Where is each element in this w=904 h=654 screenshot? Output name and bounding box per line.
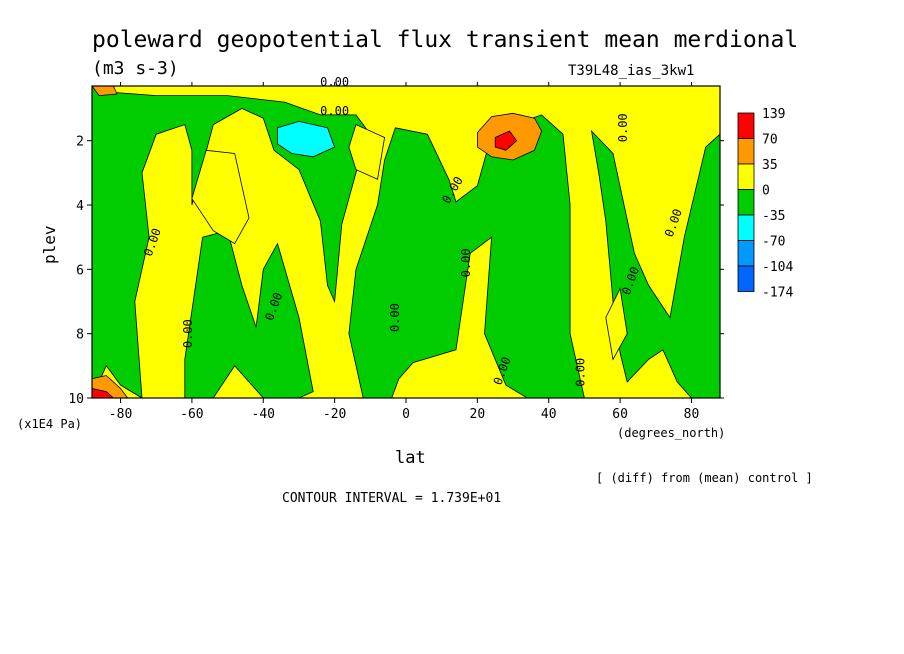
colorbar-swatch xyxy=(737,138,755,165)
colorbar-swatch xyxy=(737,214,755,241)
y-axis-units: (x1E4 Pa) xyxy=(17,417,82,431)
positive-island-island-c xyxy=(605,287,628,361)
comparison-note: [ (diff) from (mean) control ] xyxy=(596,471,813,485)
negative-region-south-edge xyxy=(91,85,371,399)
colorbar-swatch xyxy=(737,240,755,267)
colorbar-label: -35 xyxy=(762,209,785,224)
chart-units: (m3 s-3) xyxy=(92,58,179,79)
x-axis-label: lat xyxy=(395,448,426,468)
x-tick-label: 80 xyxy=(684,407,700,422)
contour-label: 0.00 xyxy=(616,113,630,142)
colorbar-label: -104 xyxy=(762,260,793,275)
y-tick-label: 4 xyxy=(76,199,84,214)
colorbar-label: -70 xyxy=(762,235,785,250)
y-axis-label: plev xyxy=(40,225,59,264)
negative-region-south-mid xyxy=(184,230,314,399)
contour-label: 0.00 xyxy=(181,319,195,348)
colorbar-label: 70 xyxy=(762,133,778,148)
plot-area: 0.000.000.000.000.000.000.000.000.00 0.00… xyxy=(91,75,721,399)
x-tick-label: 40 xyxy=(541,407,557,422)
colorbar-label: 0 xyxy=(762,184,770,199)
negative-region-tropical-upper xyxy=(348,114,585,399)
contour-label: 0.00 xyxy=(459,248,473,277)
colorbar-label: -174 xyxy=(762,286,793,301)
contour-interval-note: CONTOUR INTERVAL = 1.739E+01 xyxy=(282,491,501,506)
x-axis-units: (degrees_north) xyxy=(617,426,725,440)
y-tick-label: 8 xyxy=(76,328,84,343)
x-tick-label: -20 xyxy=(323,407,346,422)
y-tick-label: 2 xyxy=(76,135,84,150)
x-tick-label: 60 xyxy=(612,407,628,422)
trough-region-southern-trough xyxy=(277,120,336,158)
contour-label: 0.00 xyxy=(388,303,402,332)
y-tick-label: 6 xyxy=(76,263,84,278)
colorbar-swatch xyxy=(737,265,755,292)
y-tick-label: 10 xyxy=(68,392,84,407)
colorbar: 139 70 35 0 -35 -70 -104 -174 xyxy=(737,107,793,301)
contour-label: 0.00 xyxy=(573,358,587,387)
colorbar-label: 139 xyxy=(762,107,785,122)
colorbar-swatch xyxy=(737,163,755,190)
peak-region-mid-lat-peak xyxy=(494,130,518,151)
x-tick-label: 0 xyxy=(402,407,410,422)
x-tick-label: -80 xyxy=(109,407,132,422)
run-label: T39L48_ias_3kw1 xyxy=(568,63,694,79)
positive-island-island-b xyxy=(348,124,386,180)
x-tick-label: -60 xyxy=(180,407,203,422)
colorbar-swatch xyxy=(737,112,755,139)
colorbar-label: 35 xyxy=(762,158,778,173)
x-tick-label: -40 xyxy=(252,407,275,422)
positive-island-island-a xyxy=(191,149,250,245)
axes: -80 -60 -40 -20 0 20 40 60 80 2 4 6 8 10 xyxy=(68,82,724,422)
x-tick-label: 20 xyxy=(470,407,486,422)
chart-title: poleward geopotential flux transient mea… xyxy=(92,27,798,53)
colorbar-swatch xyxy=(737,189,755,216)
contour-label: 0.00 xyxy=(320,104,349,118)
